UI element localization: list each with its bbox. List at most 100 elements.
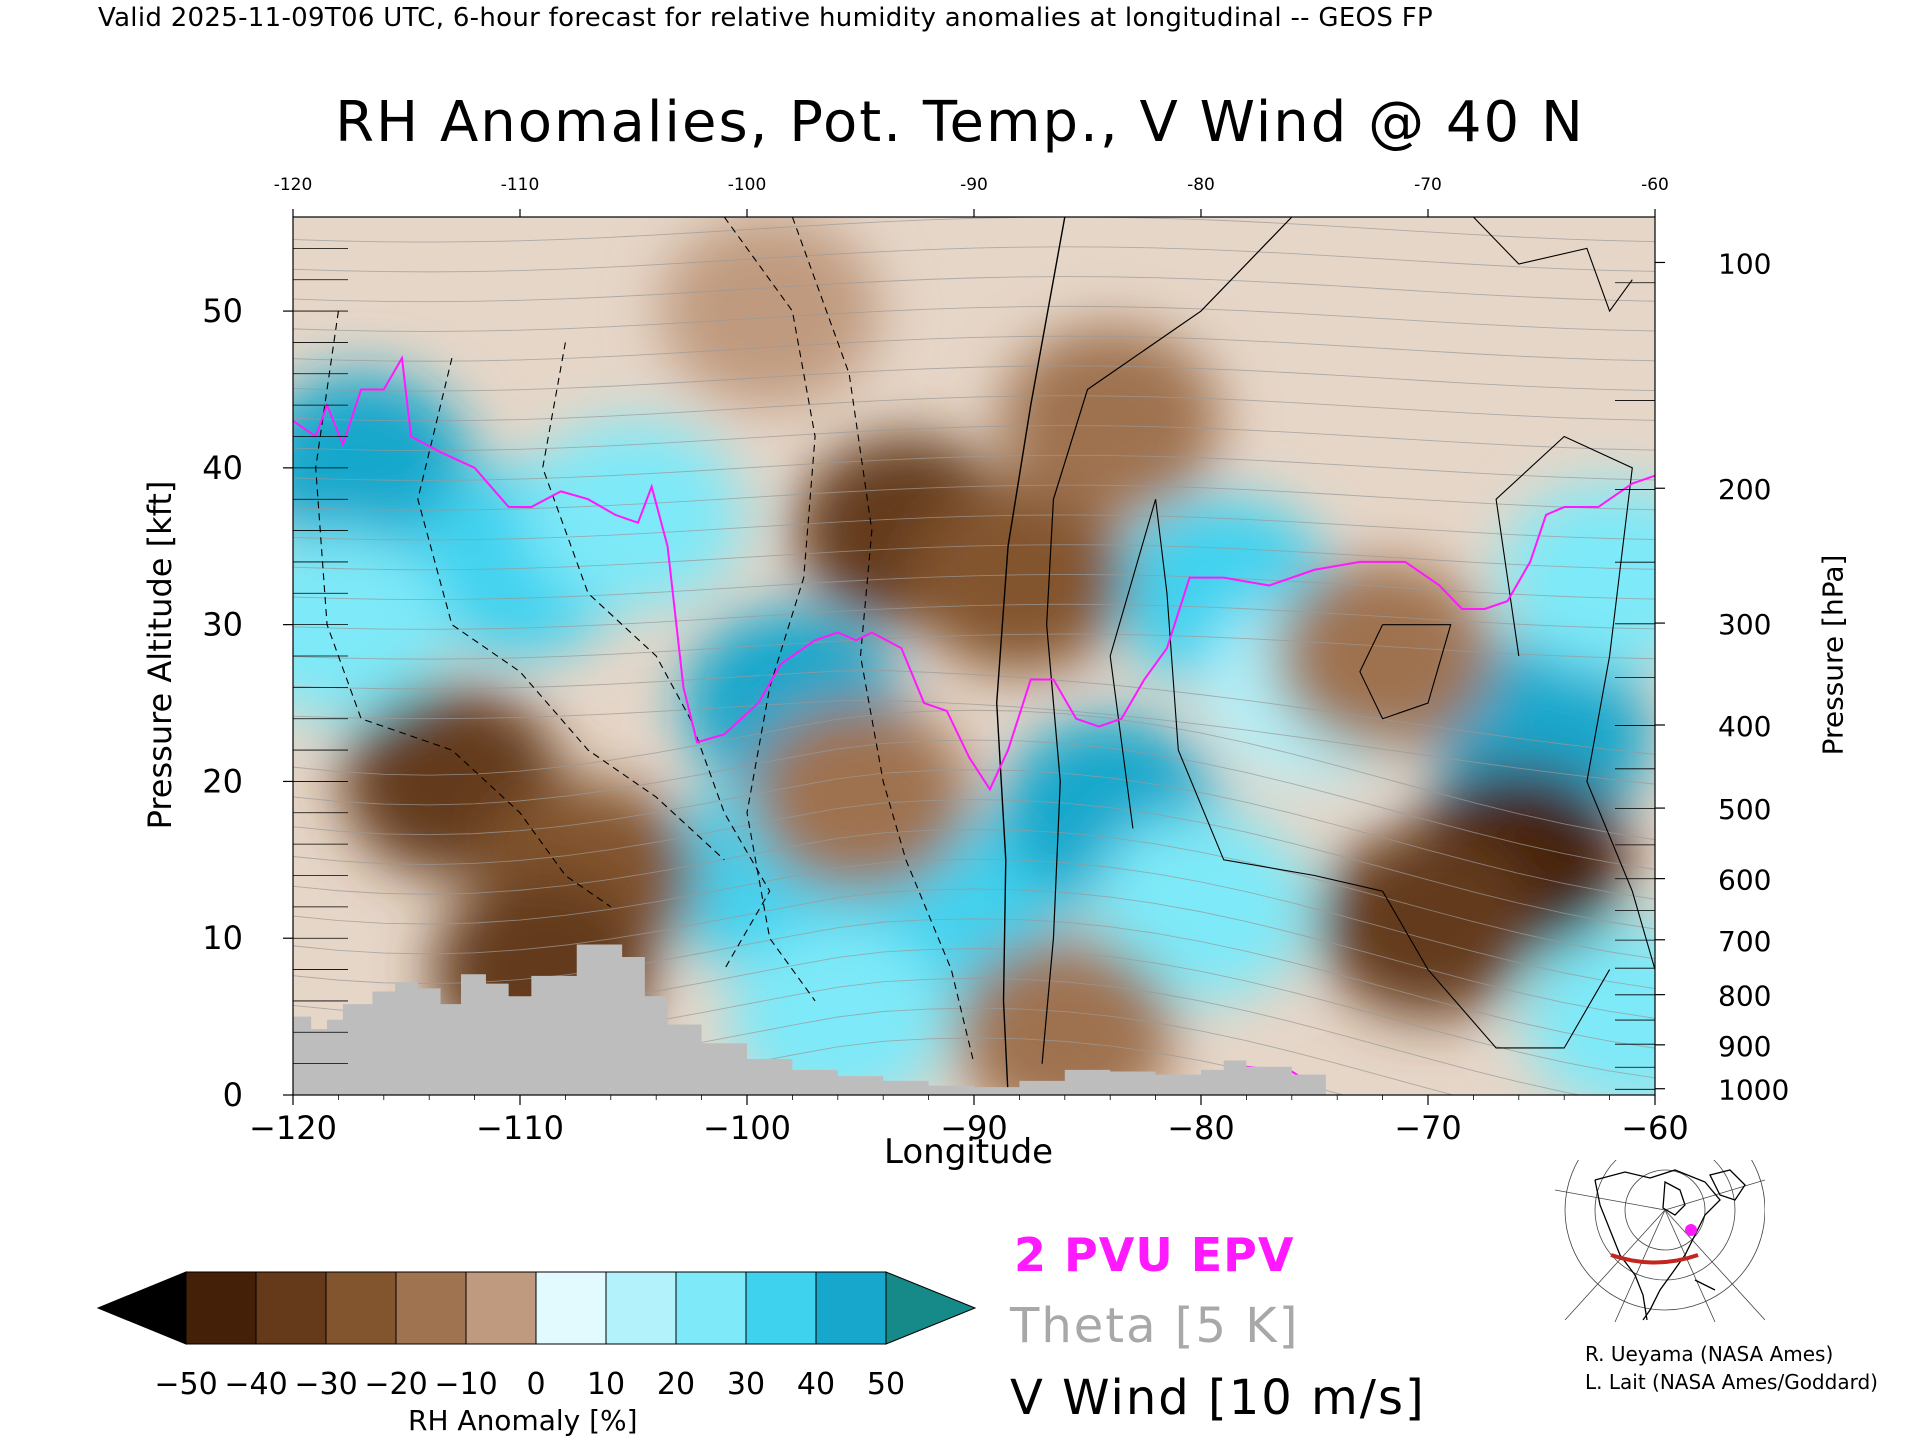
theta-isentrope bbox=[293, 484, 1655, 511]
colorbar-segment bbox=[745, 1271, 817, 1345]
location-map-inset bbox=[1555, 1160, 1765, 1322]
theta-isentrope bbox=[293, 828, 1655, 960]
x-tick-label: −100 bbox=[703, 1109, 791, 1147]
theta-isentropes bbox=[293, 217, 1655, 1095]
plot-area bbox=[293, 217, 1655, 1095]
v-wind-contour bbox=[1359, 624, 1452, 720]
v-wind-zero-contour bbox=[995, 217, 1066, 1095]
pressure-tick-label: 300 bbox=[1718, 608, 1771, 641]
v-wind-negative-contour bbox=[542, 342, 771, 970]
x-axis-label: Longitude bbox=[884, 1132, 1054, 1172]
pressure-tick-label: 200 bbox=[1718, 473, 1771, 506]
epv-2pvu-line bbox=[293, 354, 1655, 792]
colorbar-under-arrow bbox=[96, 1271, 187, 1345]
x-tick-label: −70 bbox=[1394, 1109, 1462, 1147]
y-tick-label: 50 bbox=[202, 292, 243, 330]
theta-isentrope bbox=[293, 670, 1655, 755]
colorbar-tick-label: −30 bbox=[294, 1367, 357, 1402]
colorbar-tick-label: 30 bbox=[727, 1367, 765, 1402]
colorbar-tick-label: 40 bbox=[797, 1367, 835, 1402]
theta-isentrope bbox=[293, 365, 1655, 392]
y-tick-label: 10 bbox=[202, 919, 243, 957]
top-tick-label: -120 bbox=[274, 175, 313, 195]
credit-line-2: L. Lait (NASA Ames/Goddard) bbox=[1585, 1370, 1878, 1394]
theta-isentrope bbox=[293, 544, 1655, 571]
rh-anomaly-blob bbox=[750, 702, 971, 893]
map-graticule bbox=[1555, 1160, 1765, 1322]
theta-isentrope bbox=[293, 769, 1655, 900]
theta-isentrope bbox=[293, 858, 1655, 989]
colorbar-tick-label: 50 bbox=[867, 1367, 905, 1402]
theta-isentrope bbox=[293, 276, 1655, 303]
colorbar-tick-label: −40 bbox=[224, 1367, 287, 1402]
colorbar-segment bbox=[605, 1271, 677, 1345]
top-tick-label: -80 bbox=[1187, 175, 1215, 195]
v-wind-contour bbox=[1473, 217, 1633, 313]
pressure-tick-label: 600 bbox=[1718, 864, 1771, 897]
pressure-tick-label: 100 bbox=[1718, 247, 1771, 280]
colorbar-tick-label: 20 bbox=[657, 1367, 695, 1402]
v-wind-positive-contour bbox=[1041, 217, 1293, 1064]
chart-title: RH Anomalies, Pot. Temp., V Wind @ 40 N bbox=[335, 90, 1585, 155]
y-tick-label: 40 bbox=[202, 449, 243, 487]
map-coastlines bbox=[1594, 1169, 1746, 1321]
rh-anomaly-blob bbox=[727, 921, 948, 1095]
v-wind-negative-contour bbox=[417, 357, 725, 861]
x-tick-label: −110 bbox=[476, 1109, 564, 1147]
rh-anomaly-blob bbox=[1272, 561, 1493, 751]
theta-isentrope bbox=[293, 246, 1655, 273]
colorbar-segment bbox=[815, 1271, 887, 1345]
pressure-tick-label: 700 bbox=[1718, 925, 1771, 958]
rh-anomaly-blob bbox=[954, 937, 1175, 1095]
theta-isentrope bbox=[293, 395, 1655, 422]
colorbar-segment bbox=[185, 1271, 257, 1345]
top-tick-label: -90 bbox=[960, 175, 988, 195]
rh-anomaly-blob bbox=[293, 529, 449, 720]
colorbar-segment bbox=[535, 1271, 607, 1345]
pressure-tick-label: 900 bbox=[1718, 1030, 1771, 1063]
colorbar-segment bbox=[675, 1271, 747, 1345]
theta-isentrope bbox=[293, 217, 1655, 243]
colorbar-tick-label: 0 bbox=[526, 1367, 545, 1402]
colorbar-tick-label: −50 bbox=[154, 1367, 217, 1402]
colorbar-segment bbox=[325, 1271, 397, 1345]
theta-isentrope bbox=[293, 918, 1655, 1049]
terrain-mask bbox=[293, 944, 1326, 1095]
theta-isentrope bbox=[293, 574, 1655, 601]
top-tick-label: -70 bbox=[1414, 175, 1442, 195]
theta-isentrope bbox=[293, 739, 1655, 870]
axes bbox=[283, 209, 1665, 1105]
colorbar-tick-label: 10 bbox=[587, 1367, 625, 1402]
theta-isentrope bbox=[293, 305, 1655, 332]
top-tick-label: -60 bbox=[1641, 175, 1669, 195]
colorbar-tick-label: −20 bbox=[364, 1367, 427, 1402]
legend-vwind: V Wind [10 m/s] bbox=[1010, 1370, 1426, 1426]
top-tick-label: -100 bbox=[728, 175, 767, 195]
v-wind-negative-contour bbox=[723, 217, 816, 1002]
theta-isentrope bbox=[293, 799, 1655, 930]
rh-anomaly-blob bbox=[1000, 325, 1221, 516]
v-wind-contour bbox=[1109, 499, 1611, 1049]
legend-epv: 2 PVU EPV bbox=[1014, 1228, 1295, 1282]
rh-anomaly-blob bbox=[909, 482, 1130, 673]
theta-isentrope bbox=[293, 454, 1655, 481]
v-wind-contours bbox=[315, 217, 1655, 1095]
colorbar-label: RH Anomaly [%] bbox=[408, 1404, 638, 1437]
legend-theta: Theta [5 K] bbox=[1010, 1298, 1300, 1354]
pressure-tick-label: 1000 bbox=[1718, 1074, 1789, 1107]
colorbar-segment bbox=[255, 1271, 327, 1345]
top-tick-label: -110 bbox=[501, 175, 540, 195]
y-tick-label: 0 bbox=[223, 1076, 243, 1114]
pressure-tick-label: 800 bbox=[1718, 980, 1771, 1013]
colorbar-over-arrow bbox=[885, 1271, 977, 1345]
axis-tick-labels: −120 -120 −110 -110 −100 -100 −90 -90 −80 -80 −70 -… bbox=[202, 175, 1789, 1147]
credit-line-1: R. Ueyama (NASA Ames) bbox=[1585, 1342, 1834, 1366]
rh-anomaly-blob bbox=[659, 217, 880, 407]
theta-isentrope bbox=[293, 709, 1655, 841]
location-marker bbox=[1685, 1224, 1697, 1236]
x-tick-label: −80 bbox=[1167, 1109, 1235, 1147]
valid-time-header: Valid 2025-11-09T06 UTC, 6-hour forecast… bbox=[98, 3, 1433, 33]
v-wind-negative-contour bbox=[315, 310, 612, 908]
v-wind-negative-contour bbox=[791, 217, 975, 1064]
